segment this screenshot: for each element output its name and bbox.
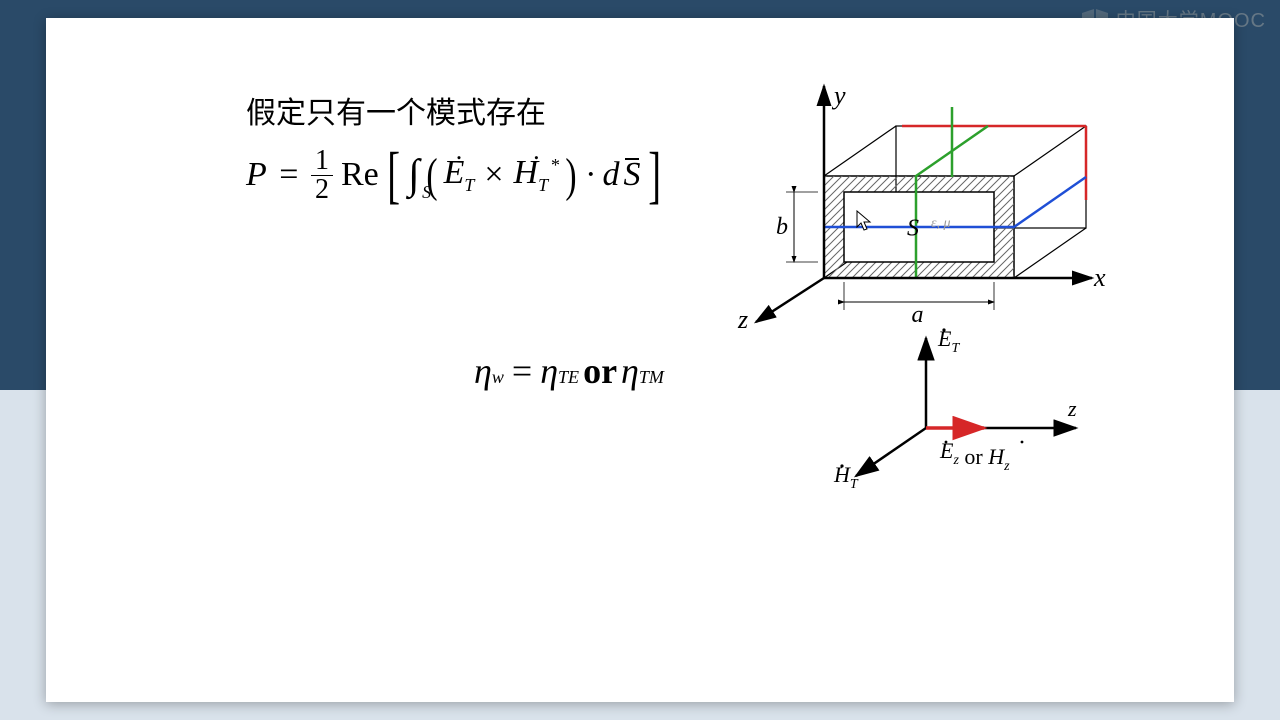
integral-icon: ∫S xyxy=(408,151,420,199)
eq2-eta2: η xyxy=(540,350,558,392)
eq1-Re: Re xyxy=(341,156,379,194)
svg-text:ET: ET xyxy=(937,326,960,356)
svg-text:z: z xyxy=(737,305,748,334)
svg-text:b: b xyxy=(776,214,788,240)
svg-text:y: y xyxy=(831,81,846,110)
svg-text:z: z xyxy=(1067,396,1077,421)
heading-text: 假定只有一个模式存在 xyxy=(246,88,546,132)
eq1-rparen: ) xyxy=(566,148,577,203)
eq1-lparen: ( xyxy=(426,148,437,203)
eq1-fraction: 1 2 xyxy=(311,147,333,204)
svg-text:Ez or Hz: Ez or Hz xyxy=(939,438,1010,474)
eq1-S: S xyxy=(623,156,640,194)
eq2-eta3: η xyxy=(621,350,639,392)
svg-text:S: S xyxy=(907,215,919,241)
vector-diagram: ET z HT Ez or Hz xyxy=(806,318,1126,498)
eq1-equals: = xyxy=(271,156,307,194)
eq1-rbracket: ] xyxy=(649,138,662,212)
eq1-H: HT* xyxy=(514,154,560,196)
eq1-E: ET xyxy=(444,154,475,196)
svg-text:HT: HT xyxy=(833,462,859,492)
impedance-equation: ηw = ηTE or ηTM xyxy=(474,350,664,392)
eq2-eta1: η xyxy=(474,350,492,392)
eq1-lbracket: [ xyxy=(387,138,400,212)
eq2-eq: = xyxy=(512,350,532,392)
eq1-d: d xyxy=(602,156,619,194)
svg-text:x: x xyxy=(1093,263,1106,292)
eq1-P: P xyxy=(246,156,267,194)
power-equation: P = 1 2 Re [ ∫S ( ET × HT* ) · d S ] xyxy=(246,138,666,212)
cross-icon: × xyxy=(484,156,503,194)
slide: 假定只有一个模式存在 P = 1 2 Re [ ∫S ( ET × HT* ) … xyxy=(46,18,1234,702)
waveguide-diagram: yxzbaSε, μ xyxy=(736,58,1116,318)
svg-text:ε, μ: ε, μ xyxy=(931,216,951,231)
eq1-dot: · xyxy=(585,156,596,194)
eq2-or: or xyxy=(583,350,617,392)
